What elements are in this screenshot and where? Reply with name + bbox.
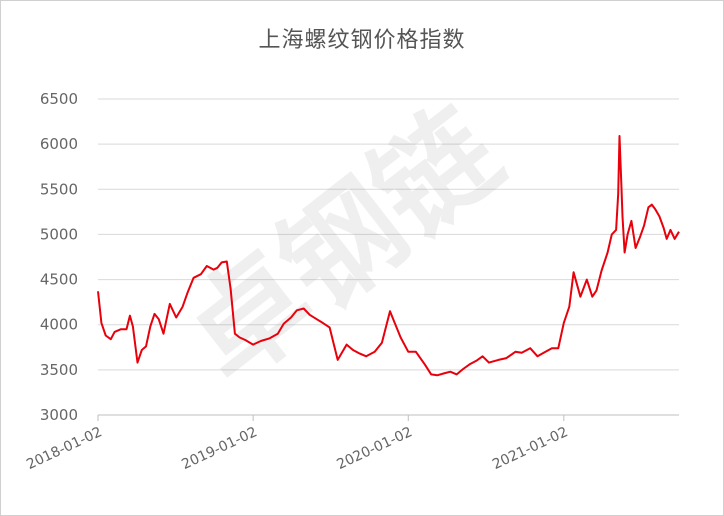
watermark-text: 卓钢链 — [161, 82, 525, 409]
y-tick-label: 3500 — [40, 361, 78, 379]
y-tick-label: 4500 — [40, 271, 78, 289]
grid-lines — [98, 98, 679, 371]
y-tick-label: 4000 — [40, 316, 78, 334]
y-tick-label: 3000 — [40, 406, 78, 424]
chart-title: 上海螺纹钢价格指数 — [258, 28, 466, 53]
x-tick-label: 2018-01-02 — [24, 424, 105, 473]
price-line — [97, 135, 680, 377]
y-tick-label: 6500 — [40, 90, 78, 108]
x-axis: 2018-01-02 2019-01-02 2020-01-02 2021-01-02 — [24, 414, 679, 473]
x-tick-label: 2019-01-02 — [179, 424, 260, 473]
y-axis-ticks: 3000 3500 4000 4500 5000 5500 6000 6500 — [40, 90, 78, 424]
watermark: 卓钢链 — [161, 82, 525, 409]
x-tick-label: 2021-01-02 — [490, 424, 571, 473]
x-tick-label: 2020-01-02 — [334, 424, 415, 473]
y-tick-label: 6000 — [40, 135, 78, 153]
y-tick-label: 5000 — [40, 225, 78, 243]
y-tick-label: 5500 — [40, 180, 78, 198]
